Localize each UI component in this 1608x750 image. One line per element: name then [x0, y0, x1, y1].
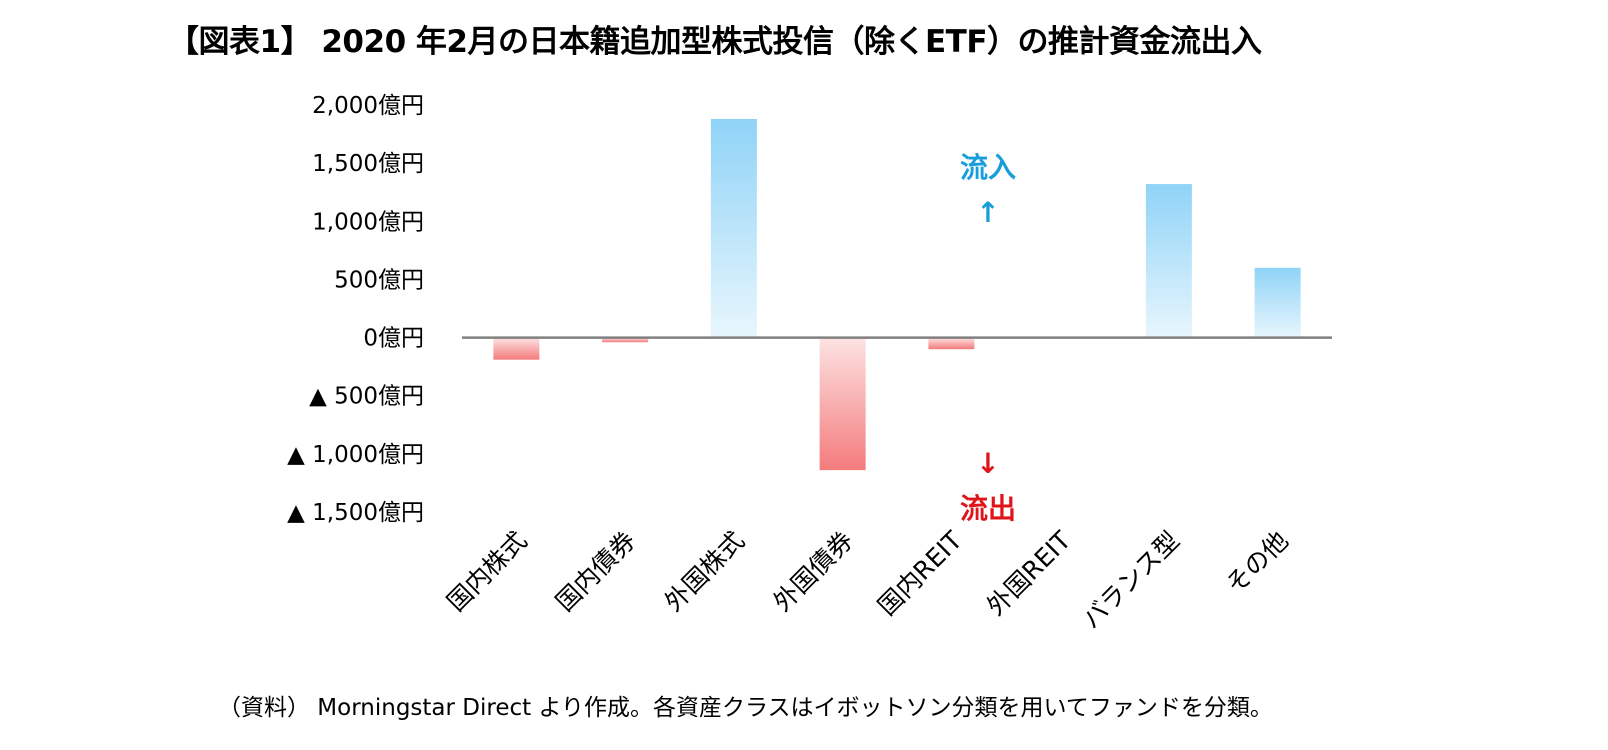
source-note: （資料） Morningstar Direct より作成。各資産クラスはイボット…	[218, 688, 1273, 722]
up-arrow-icon: ↑	[976, 196, 999, 229]
y-tick-label: 1,000億円	[312, 209, 424, 235]
bar-outflow	[820, 338, 866, 471]
outflow-label: 流出	[960, 492, 1016, 525]
bar-inflow	[1255, 268, 1301, 338]
down-arrow-icon: ↓	[976, 447, 999, 480]
category-label: 国内株式	[441, 526, 532, 617]
bar-inflow	[711, 119, 757, 338]
category-label: バランス型	[1077, 526, 1186, 635]
y-axis-tick-labels: 2,000億円 1,500億円 1,000億円 500億円 0億円 ▲ 500億円 ▲ 1,…	[287, 93, 424, 526]
category-label: 国内債券	[550, 526, 641, 617]
y-tick-label: 2,000億円	[312, 93, 424, 119]
category-label: 国内REIT	[872, 525, 968, 621]
category-label: その他	[1220, 526, 1294, 600]
bar-inflow	[1146, 184, 1192, 337]
category-label: 外国株式	[659, 526, 750, 617]
bar-outflow	[928, 338, 974, 350]
y-tick-label: 1,500億円	[312, 151, 424, 177]
x-axis-category-labels: 国内株式 国内債券 外国株式 外国債券 国内REIT 外国REIT バランス型 その他	[441, 525, 1293, 634]
y-tick-label: ▲ 1,000億円	[287, 442, 424, 468]
inflow-annotation: 流入 ↑	[960, 151, 1016, 229]
bars	[493, 119, 1300, 470]
bar-chart: 2,000億円 1,500億円 1,000億円 500億円 0億円 ▲ 500億円 ▲ 1,…	[0, 0, 1608, 680]
y-tick-label: 500億円	[334, 267, 424, 293]
y-tick-label: ▲ 500億円	[309, 384, 424, 410]
outflow-annotation: ↓ 流出	[960, 447, 1016, 525]
inflow-label: 流入	[960, 151, 1016, 184]
category-label: 外国債券	[768, 526, 859, 617]
y-tick-label: 0億円	[363, 326, 424, 352]
bar-outflow	[493, 338, 539, 360]
category-label: 外国REIT	[981, 525, 1077, 621]
y-tick-label: ▲ 1,500億円	[287, 500, 424, 526]
